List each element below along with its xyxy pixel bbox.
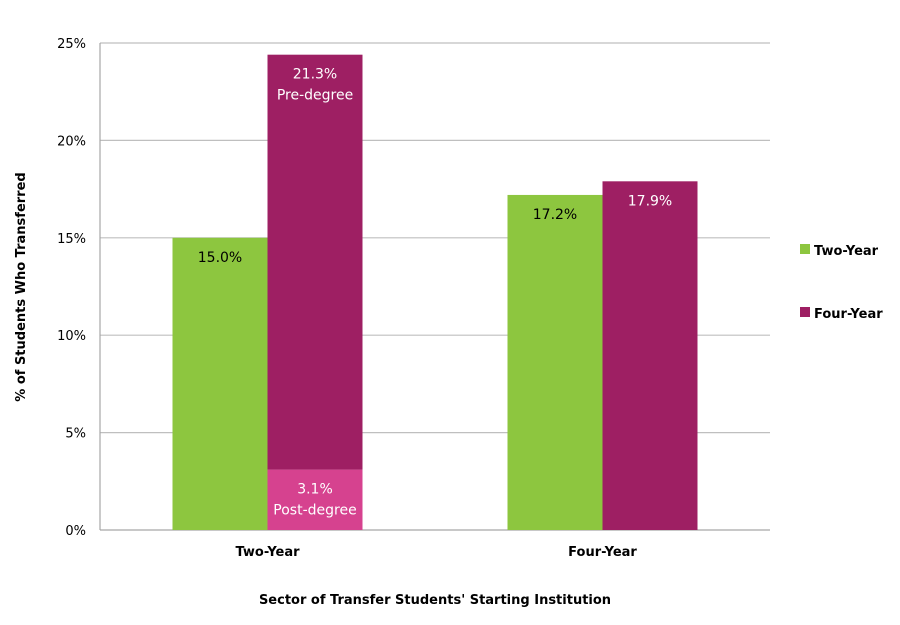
data-sublabel: Post-degree — [273, 503, 356, 519]
x-axis-label: Sector of Transfer Students' Starting In… — [259, 593, 611, 608]
data-label: 17.2% — [533, 207, 577, 223]
y-tick-label: 10% — [57, 329, 86, 344]
data-label: 3.1% — [297, 482, 333, 498]
legend-label: Two-Year — [814, 244, 879, 259]
x-tick-label: Two-Year — [235, 545, 300, 560]
y-tick-label: 0% — [65, 524, 86, 539]
data-sublabel: Pre-degree — [277, 88, 353, 104]
legend: Two-Year Four-Year — [800, 244, 883, 322]
y-tick-label: 20% — [57, 134, 86, 149]
legend-swatch — [800, 244, 810, 254]
bar-segment — [267, 469, 363, 530]
y-tick-label: 15% — [57, 232, 86, 247]
legend-swatch — [800, 307, 810, 317]
bar-segment — [172, 237, 268, 531]
bar-segment — [267, 54, 363, 470]
data-label: 21.3% — [293, 67, 337, 83]
data-label: 15.0% — [198, 250, 242, 266]
bar-segment — [507, 194, 603, 530]
data-label: 17.9% — [628, 193, 672, 209]
y-axis-label: % of Students Who Transferred — [14, 172, 29, 401]
x-axis-ticks: Two-Year Four-Year — [235, 545, 637, 560]
y-tick-label: 5% — [65, 427, 86, 442]
y-tick-label: 25% — [57, 37, 86, 52]
legend-label: Four-Year — [814, 307, 883, 322]
bars: 15.0% 3.1% Post-degree 21.3% Pre-degree 17.2%… — [172, 54, 698, 531]
x-tick-label: Four-Year — [568, 545, 637, 560]
bar-segment — [602, 181, 698, 531]
y-axis-ticks: 0% 5% 10% 15% 20% 25% — [57, 37, 86, 539]
